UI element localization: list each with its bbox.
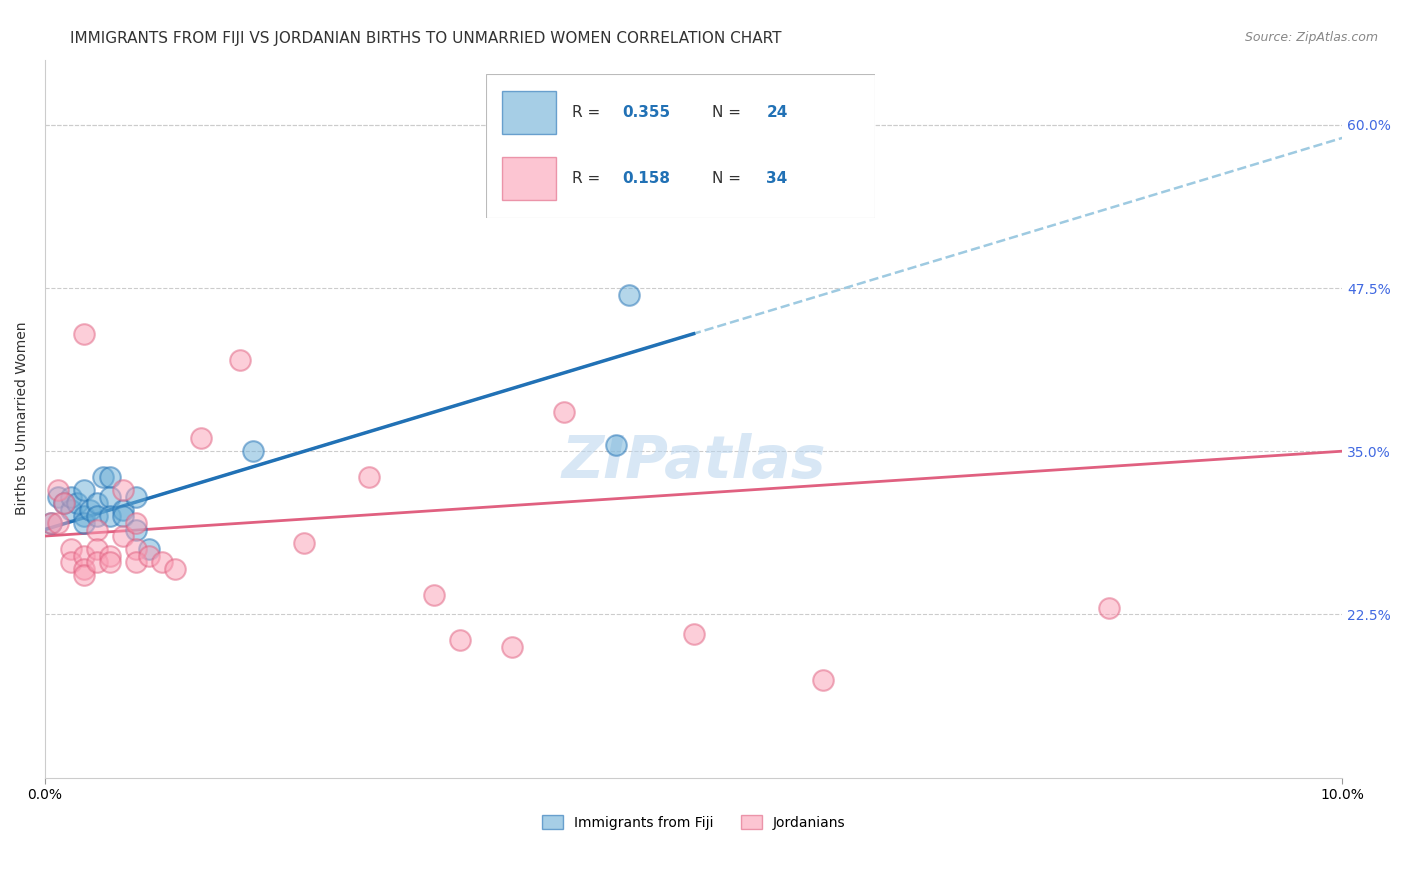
Point [98, 555, 121, 569]
Text: IMMIGRANTS FROM FIJI VS JORDANIAN BIRTHS TO UNMARRIED WOMEN CORRELATION CHART: IMMIGRANTS FROM FIJI VS JORDANIAN BIRTHS… [70, 31, 782, 46]
Point [138, 542, 160, 557]
Point [163, 562, 186, 576]
Point [53, 496, 76, 510]
Point [41, 516, 63, 530]
Point [138, 549, 160, 563]
Point [73, 516, 96, 530]
Point [86, 555, 108, 569]
Point [86, 496, 108, 510]
Point [125, 490, 148, 504]
Point [59, 542, 82, 557]
Point [73, 568, 96, 582]
Point [59, 490, 82, 504]
Point [125, 516, 148, 530]
Y-axis label: Births to Unmarried Women: Births to Unmarried Women [15, 322, 30, 516]
Point [73, 562, 96, 576]
Point [125, 523, 148, 537]
Point [73, 509, 96, 524]
Point [190, 431, 212, 445]
Point [242, 444, 264, 458]
Point [53, 496, 76, 510]
Point [294, 535, 316, 549]
Point [553, 405, 575, 419]
Point [501, 640, 523, 654]
Point [682, 627, 704, 641]
Point [79, 503, 101, 517]
Point [111, 529, 134, 543]
Point [98, 549, 121, 563]
Point [66, 496, 89, 510]
Point [98, 470, 121, 484]
Point [46, 483, 69, 498]
Point [617, 287, 640, 301]
Point [125, 542, 148, 557]
Point [73, 326, 96, 341]
Point [86, 523, 108, 537]
Point [150, 555, 173, 569]
Point [86, 542, 108, 557]
Point [98, 490, 121, 504]
Point [41, 516, 63, 530]
Point [1098, 600, 1121, 615]
Point [73, 483, 96, 498]
Point [111, 509, 134, 524]
Point [93, 470, 115, 484]
Point [46, 516, 69, 530]
Point [86, 509, 108, 524]
Point [46, 490, 69, 504]
Text: ZIPatlas: ZIPatlas [561, 434, 825, 490]
Point [228, 352, 250, 367]
Point [449, 633, 471, 648]
Point [98, 509, 121, 524]
Text: Source: ZipAtlas.com: Source: ZipAtlas.com [1244, 31, 1378, 45]
Point [73, 549, 96, 563]
Point [59, 555, 82, 569]
Point [111, 483, 134, 498]
Legend: Immigrants from Fiji, Jordanians: Immigrants from Fiji, Jordanians [536, 809, 851, 835]
Point [125, 555, 148, 569]
Point [359, 470, 381, 484]
Point [423, 588, 446, 602]
Point [111, 503, 134, 517]
Point [59, 503, 82, 517]
Point [813, 673, 835, 687]
Point [605, 438, 627, 452]
